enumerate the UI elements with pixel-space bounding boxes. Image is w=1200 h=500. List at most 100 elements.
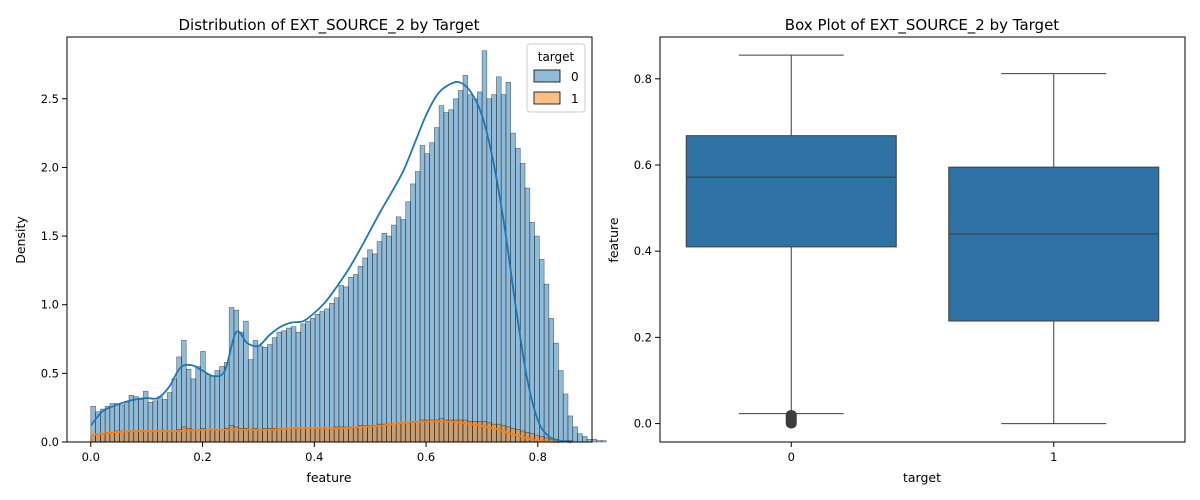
histogram-bar-target-1 [352, 426, 359, 443]
histogram-bar-target-0 [572, 426, 578, 443]
histogram-bar-target-0 [319, 311, 325, 443]
histogram-bar-target-1 [247, 429, 254, 443]
histogram-bar-target-0 [233, 309, 240, 443]
histogram-bar-target-0 [257, 345, 263, 443]
histogram-bar-target-1 [314, 427, 321, 443]
histogram-bar-target-1 [372, 425, 378, 443]
histogram-bar-target-0 [286, 327, 292, 443]
histogram-bar-target-0 [305, 320, 311, 443]
boxplot-y-label: feature [606, 217, 621, 262]
histogram-bar-target-1 [391, 423, 397, 443]
histogram-bar-target-0 [596, 440, 602, 443]
histogram-bar-target-0 [352, 274, 359, 443]
histogram-bar-target-0 [567, 415, 574, 443]
histogram-bar-target-0 [386, 235, 392, 443]
histogram-bar-target-0 [562, 393, 569, 443]
histogram-bar-target-1 [486, 422, 492, 443]
histogram-bar-target-1 [405, 422, 411, 443]
histogram-title: Distribution of EXT_SOURCE_2 by Target [179, 16, 480, 35]
legend-label-0: 0 [571, 70, 579, 84]
histogram-bar-target-1 [434, 419, 440, 443]
y-tick-label: 1.5 [41, 229, 59, 243]
histogram-bar-target-0 [357, 265, 364, 443]
histogram-bar-target-1 [410, 421, 416, 443]
histogram-bar-target-0 [519, 163, 526, 443]
histogram-bar-target-0 [238, 331, 244, 443]
histogram-bar-target-0 [601, 440, 607, 443]
histogram-bar-target-1 [429, 419, 435, 443]
histogram-y-label: Density [13, 216, 28, 264]
histogram-bar-target-0 [424, 153, 430, 443]
x-tick-label: 0.2 [193, 450, 211, 464]
histogram-bar-target-1 [171, 430, 177, 443]
kde-line-target-1 [90, 420, 561, 443]
y-tick-label: 0.2 [634, 330, 652, 344]
histogram-bar-target-1 [319, 427, 325, 443]
histogram-bar-target-1 [205, 429, 211, 443]
histogram-bar-target-1 [138, 430, 144, 443]
box-target-1 [948, 73, 1160, 425]
histogram-bar-target-1 [338, 426, 344, 443]
histogram-bar-target-0 [348, 276, 354, 443]
histogram-bar-target-1 [128, 430, 135, 443]
histogram-bar-target-0 [462, 75, 469, 443]
histogram-bar-target-1 [157, 430, 163, 443]
histogram-bar-target-1 [142, 430, 149, 443]
histogram-bar-target-1 [147, 430, 154, 443]
histogram-bar-target-1 [286, 427, 292, 443]
histogram-bar-target-1 [190, 429, 197, 443]
histogram-bar-target-0 [391, 224, 397, 443]
y-tick-label: 0.5 [41, 366, 59, 380]
histogram-bar-target-1 [133, 430, 139, 443]
histogram-bar-target-0 [324, 308, 330, 443]
histogram-bar-target-0 [276, 331, 282, 443]
histogram-bar-target-1 [100, 433, 106, 443]
histogram-bar-target-1 [367, 425, 373, 443]
histogram-bar-target-0 [429, 142, 435, 443]
histogram-bar-target-0 [457, 90, 464, 443]
histogram-bar-target-1 [438, 418, 445, 443]
histogram-bar-target-1 [376, 423, 383, 443]
histogram-bar-target-0 [414, 171, 421, 443]
boxplot-y-ticks: 0.0 0.2 0.4 0.6 0.8 [634, 72, 660, 431]
y-tick-label: 0.8 [634, 72, 652, 86]
histogram-bar-target-0 [500, 94, 507, 443]
histogram-bar-target-0 [281, 330, 287, 443]
histogram-bar-target-0 [300, 323, 306, 443]
histogram-bar-target-0 [477, 91, 483, 443]
legend-label-1: 1 [571, 92, 579, 106]
histogram-bar-target-0 [438, 105, 445, 443]
histogram-bar-target-0 [367, 249, 373, 443]
histogram-bar-target-0 [295, 331, 302, 443]
histogram-bar-target-0 [548, 318, 554, 443]
histogram-bar-target-1 [300, 427, 306, 443]
histogram-bar-target-0 [448, 109, 454, 443]
histogram-bar-target-1 [166, 430, 173, 443]
histogram-bar-target-1 [348, 426, 354, 443]
x-tick-label: 0.6 [417, 450, 435, 464]
histogram-bar-target-0 [376, 241, 383, 443]
y-tick-label: 0.0 [634, 417, 652, 431]
histogram-x-label: feature [306, 470, 351, 485]
legend-swatch-0 [533, 69, 561, 83]
x-tick-label: 1 [1050, 450, 1057, 464]
legend-swatch-1 [533, 91, 561, 105]
y-tick-label: 0.6 [634, 158, 652, 172]
histogram-bar-target-1 [295, 427, 302, 443]
histogram-bar-target-0 [539, 259, 545, 443]
histogram-bar-target-0 [395, 216, 402, 443]
histogram-bar-target-0 [314, 314, 321, 443]
histogram-bar-target-1 [381, 423, 387, 443]
histogram-bar-target-0 [228, 307, 235, 443]
histogram-bar-target-1 [109, 432, 115, 443]
histogram-bar-target-0 [453, 98, 459, 443]
histogram-bar-target-0 [543, 283, 550, 443]
histogram-bar-target-1 [491, 423, 497, 443]
y-tick-label: 0.4 [634, 244, 652, 258]
x-tick-label: 0.4 [305, 450, 323, 464]
boxplot-axes-frame [659, 36, 1186, 443]
histogram-bar-target-0 [443, 112, 449, 443]
y-tick-label: 2.5 [41, 92, 59, 106]
histogram-bar-target-1 [343, 426, 349, 443]
